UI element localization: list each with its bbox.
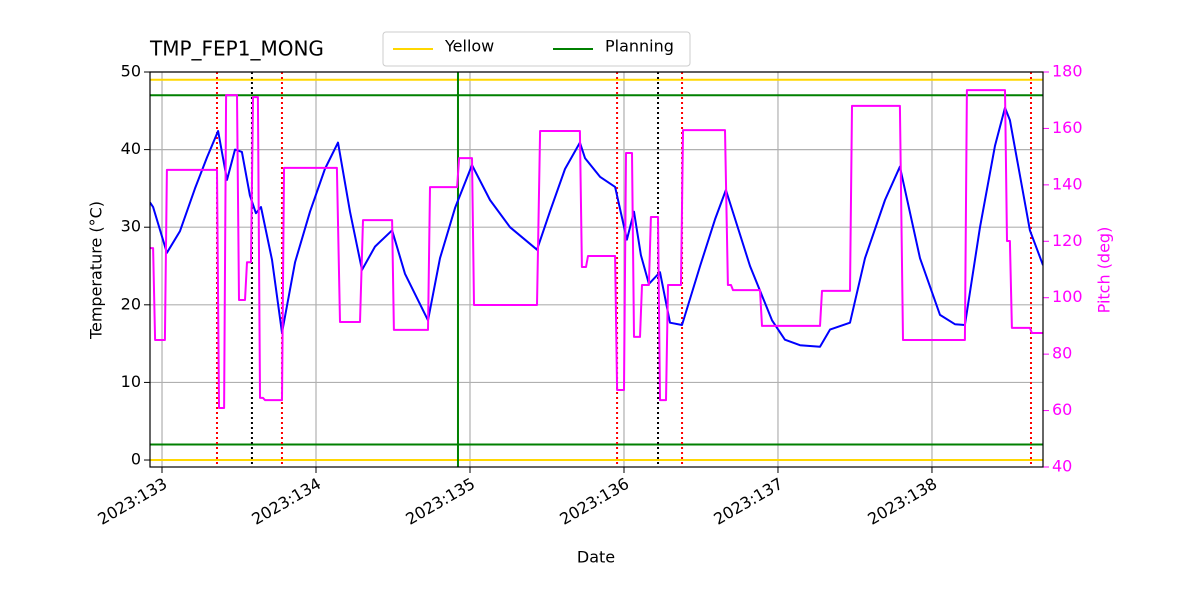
- series-line: [150, 89, 1043, 409]
- y2-tick-label: 100: [1052, 287, 1083, 306]
- x-tick-label: 2023:136: [556, 474, 632, 529]
- y-tick-label: 50: [121, 62, 141, 81]
- x-tick-label: 2023:135: [402, 474, 478, 529]
- y-tick-label: 40: [121, 139, 141, 158]
- x-axis-label: Date: [577, 548, 615, 567]
- x-tick-label: 2023:134: [248, 474, 324, 529]
- y2-tick-label: 80: [1052, 344, 1072, 363]
- y-tick-label: 30: [121, 217, 141, 236]
- plot-area: [150, 72, 1043, 467]
- x-tick-label: 2023:138: [864, 474, 940, 529]
- y2-tick-label: 40: [1052, 457, 1072, 476]
- y-axis-label: Temperature (°C): [87, 201, 106, 340]
- plot-frame: [149, 71, 1044, 468]
- legend-label: Yellow: [444, 37, 494, 56]
- chart-title: TMP_FEP1_MONG: [149, 37, 324, 61]
- y2-axis-label: Pitch (deg): [1095, 227, 1114, 314]
- legend-box: [382, 31, 691, 67]
- y-tick-label: 0: [131, 450, 141, 469]
- x-tick-label: 2023:137: [710, 474, 786, 529]
- y2-tick-label: 160: [1052, 118, 1083, 137]
- y2-tick-label: 180: [1052, 62, 1083, 81]
- y2-tick-label: 140: [1052, 174, 1083, 193]
- legend-label: Planning: [605, 37, 674, 56]
- y2-tick-label: 120: [1052, 231, 1083, 250]
- y-tick-label: 10: [121, 372, 141, 391]
- y2-tick-label: 60: [1052, 400, 1072, 419]
- x-tick-label: 2023:133: [94, 474, 170, 529]
- y-tick-label: 20: [121, 294, 141, 313]
